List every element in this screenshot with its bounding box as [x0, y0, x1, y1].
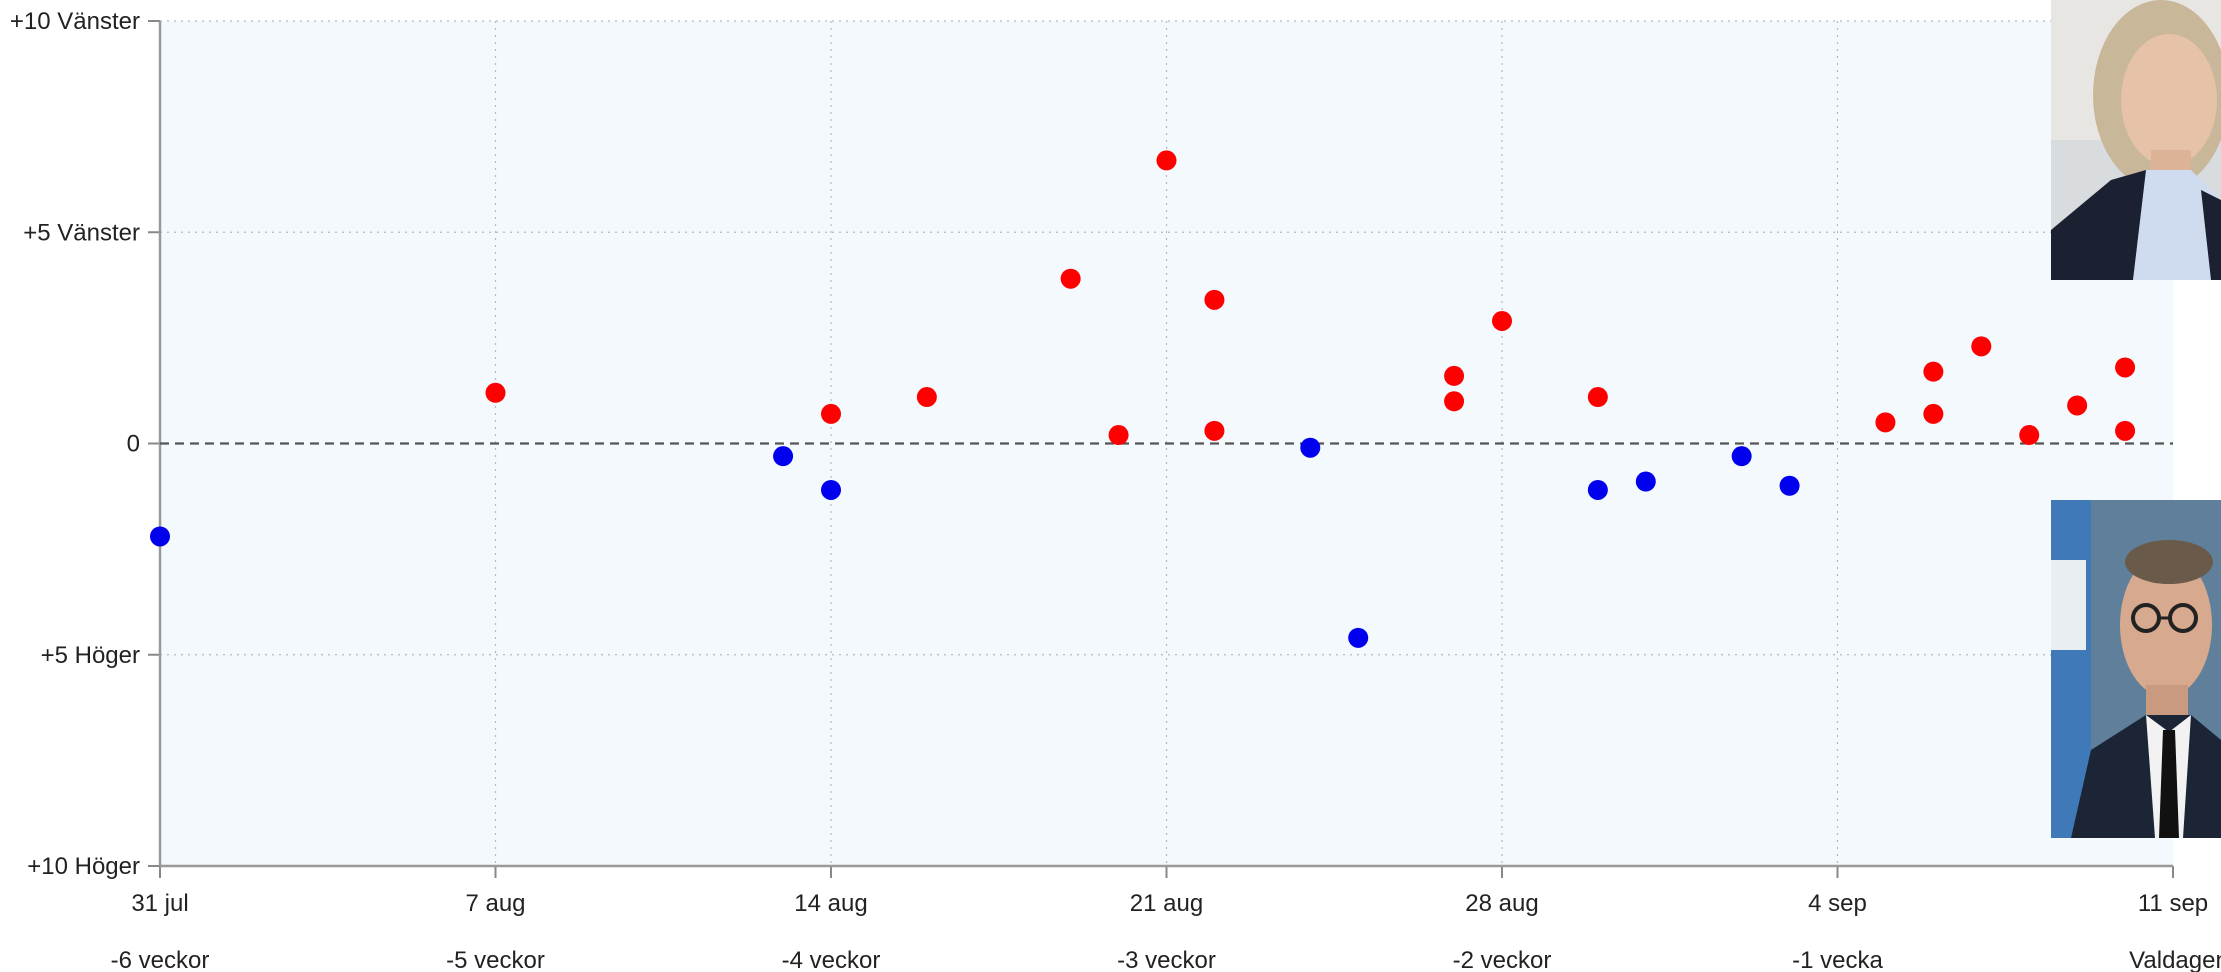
x-tick-label: 14 aug	[794, 890, 867, 917]
x-tick-label: 4 sep	[1808, 890, 1867, 917]
data-point	[821, 479, 841, 500]
y-tick-label: +5 Höger	[41, 642, 140, 669]
data-point	[1060, 268, 1081, 289]
data-point	[485, 382, 506, 403]
data-point	[1635, 471, 1656, 492]
data-point	[2115, 357, 2136, 378]
data-point	[821, 403, 841, 424]
data-point	[1587, 387, 1608, 408]
data-point	[1156, 150, 1177, 171]
data-point	[2067, 395, 2088, 416]
data-point	[2115, 420, 2136, 441]
x-tick-label: 7 aug	[465, 890, 525, 917]
x-tick-sublabel: -1 vecka	[1792, 947, 1883, 972]
x-tick-sublabel: -6 veckor	[111, 947, 210, 972]
data-point	[916, 387, 937, 408]
data-point	[1204, 289, 1225, 310]
data-point	[1348, 627, 1369, 648]
x-tick-sublabel: -4 veckor	[782, 947, 881, 972]
data-point	[1300, 437, 1321, 458]
data-point	[1923, 403, 1944, 424]
x-tick-label: 28 aug	[1465, 890, 1538, 917]
right-candidate-photo	[2051, 500, 2221, 838]
data-point	[1875, 412, 1896, 433]
y-tick-label: +5 Vänster	[23, 219, 140, 246]
x-tick-sublabel: -2 veckor	[1453, 947, 1552, 972]
x-tick-label: 11 sep	[2138, 890, 2208, 917]
y-tick-label: 0	[127, 431, 140, 458]
data-point	[1779, 475, 1800, 496]
left-candidate-photo	[2051, 0, 2221, 280]
x-tick-label: 21 aug	[1130, 890, 1203, 917]
data-point	[1204, 420, 1225, 441]
data-point	[1587, 479, 1608, 500]
data-point	[1971, 336, 1992, 357]
data-point	[150, 526, 170, 547]
data-point	[773, 446, 794, 467]
data-point	[1492, 310, 1512, 331]
y-tick-label: +10 Vänster	[10, 8, 140, 35]
data-point	[1108, 425, 1129, 446]
x-tick-label: 31 jul	[131, 890, 188, 917]
data-point	[1731, 446, 1752, 467]
x-tick-sublabel: Valdagen	[2129, 947, 2221, 972]
y-tick-label: +10 Höger	[27, 853, 140, 880]
data-point	[2019, 425, 2040, 446]
x-tick-sublabel: -5 veckor	[446, 947, 545, 972]
data-point	[1444, 365, 1465, 386]
x-tick-sublabel: -3 veckor	[1117, 947, 1216, 972]
data-point	[1923, 361, 1944, 382]
data-point	[1444, 391, 1465, 412]
